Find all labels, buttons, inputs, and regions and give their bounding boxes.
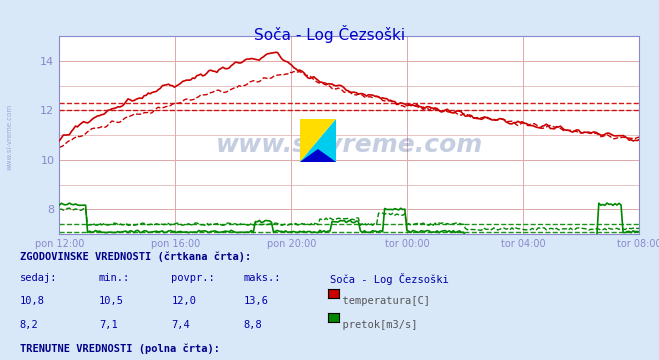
Text: 10,8: 10,8 xyxy=(20,297,45,306)
Text: 8,2: 8,2 xyxy=(20,320,38,330)
Text: www.si-vreme.com: www.si-vreme.com xyxy=(7,104,13,170)
Polygon shape xyxy=(300,119,336,162)
Text: TRENUTNE VREDNOSTI (polna črta):: TRENUTNE VREDNOSTI (polna črta): xyxy=(20,343,219,354)
Text: temperatura[C]: temperatura[C] xyxy=(330,297,430,306)
Text: Soča - Log Čezsoški: Soča - Log Čezsoški xyxy=(330,273,448,285)
Text: povpr.:: povpr.: xyxy=(171,273,215,283)
Polygon shape xyxy=(300,119,336,162)
Text: 13,6: 13,6 xyxy=(244,297,269,306)
Polygon shape xyxy=(300,149,336,162)
Text: 10,5: 10,5 xyxy=(99,297,124,306)
Text: 12,0: 12,0 xyxy=(171,297,196,306)
Text: Soča - Log Čezsoški: Soča - Log Čezsoški xyxy=(254,25,405,43)
Text: sedaj:: sedaj: xyxy=(20,273,57,283)
Text: 7,1: 7,1 xyxy=(99,320,117,330)
Text: ZGODOVINSKE VREDNOSTI (črtkana črta):: ZGODOVINSKE VREDNOSTI (črtkana črta): xyxy=(20,252,251,262)
Text: 8,8: 8,8 xyxy=(244,320,262,330)
Text: www.si-vreme.com: www.si-vreme.com xyxy=(215,133,483,157)
Text: 7,4: 7,4 xyxy=(171,320,190,330)
Text: min.:: min.: xyxy=(99,273,130,283)
Text: pretok[m3/s]: pretok[m3/s] xyxy=(330,320,417,330)
Text: maks.:: maks.: xyxy=(244,273,281,283)
